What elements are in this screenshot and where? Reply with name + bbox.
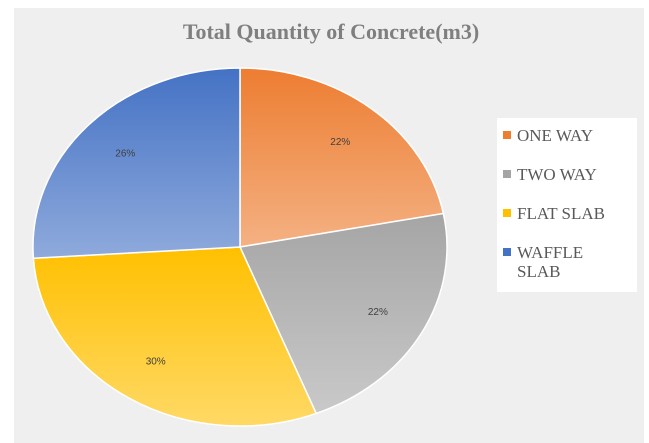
legend-item: FLAT SLAB [503, 204, 631, 223]
legend-item: ONE WAY [503, 126, 631, 145]
data-label: 22% [330, 137, 350, 148]
data-label: 22% [368, 307, 388, 318]
legend-swatch [503, 131, 511, 139]
chart-title: Total Quantity of Concrete(m3) [183, 19, 479, 44]
legend-label: TWO WAY [517, 165, 597, 184]
data-label: 30% [146, 357, 166, 368]
pie-slice [32, 67, 241, 260]
legend-swatch [503, 209, 511, 217]
legend-label: FLAT SLAB [517, 204, 606, 223]
pie-slice [32, 246, 318, 427]
legend-item: TWO WAY [503, 165, 631, 184]
legend-label: WAFFLE SLAB [517, 243, 584, 281]
legend-swatch [503, 170, 511, 178]
pie-slice [239, 67, 445, 248]
pie-slice [238, 212, 448, 415]
legend-item: WAFFLE SLAB [503, 243, 631, 281]
legend-label: ONE WAY [517, 126, 594, 145]
data-label: 26% [115, 149, 135, 160]
legend-swatch [503, 248, 511, 256]
legend: ONE WAY TWO WAY FLAT SLAB WAFFLE SLAB [497, 118, 637, 292]
